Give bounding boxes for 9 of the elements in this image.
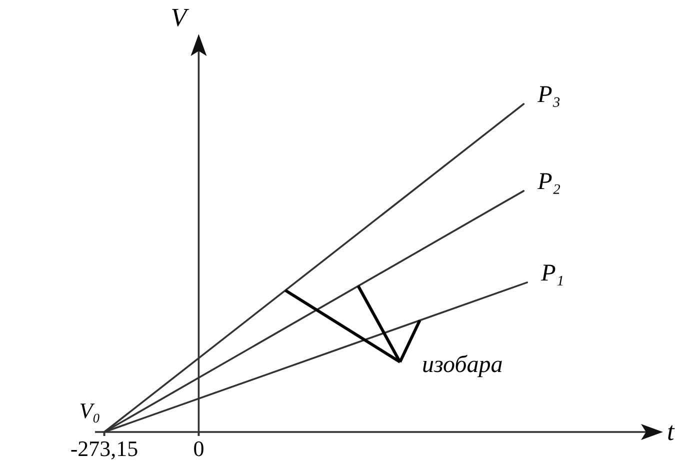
y-axis-title: V xyxy=(170,3,190,32)
x-tick-label: -273,15 xyxy=(70,436,138,461)
series-label: P₁ xyxy=(540,260,564,286)
x-tick-label: 0 xyxy=(193,436,204,461)
x-axis-title: t xyxy=(667,417,675,446)
series-label: P₂ xyxy=(536,168,561,195)
annotation: изобара xyxy=(422,352,503,378)
annotation: V₀ xyxy=(79,398,100,423)
series-label: P₃ xyxy=(536,82,561,108)
